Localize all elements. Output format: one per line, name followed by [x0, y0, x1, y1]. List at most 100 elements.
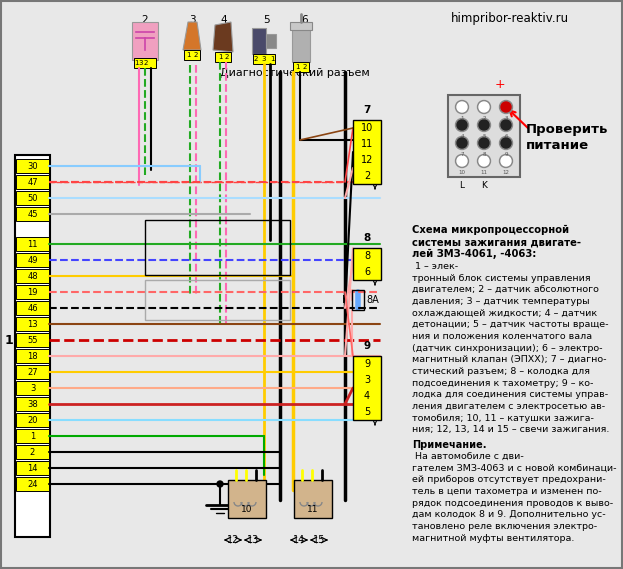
Circle shape	[500, 118, 513, 131]
Text: 45: 45	[27, 209, 38, 218]
Circle shape	[455, 101, 468, 113]
FancyBboxPatch shape	[353, 356, 381, 420]
Text: 12: 12	[227, 535, 239, 545]
FancyBboxPatch shape	[266, 34, 276, 48]
Circle shape	[457, 102, 467, 112]
Text: 1: 1	[30, 431, 35, 440]
FancyBboxPatch shape	[16, 175, 49, 189]
Text: 13: 13	[247, 535, 259, 545]
FancyBboxPatch shape	[292, 26, 310, 62]
FancyBboxPatch shape	[184, 50, 200, 60]
FancyBboxPatch shape	[294, 480, 332, 518]
Text: 12: 12	[361, 155, 373, 165]
Circle shape	[455, 118, 468, 131]
Circle shape	[500, 155, 513, 167]
Circle shape	[477, 118, 490, 131]
Text: 7: 7	[460, 152, 464, 157]
Circle shape	[500, 137, 513, 150]
Text: 10: 10	[241, 505, 253, 514]
FancyBboxPatch shape	[16, 397, 49, 411]
Text: 13: 13	[27, 320, 38, 328]
FancyBboxPatch shape	[16, 159, 49, 173]
Circle shape	[479, 156, 489, 166]
FancyBboxPatch shape	[134, 58, 156, 68]
Text: 1: 1	[4, 333, 13, 347]
Text: 11: 11	[361, 139, 373, 149]
Text: Проверить
питание: Проверить питание	[526, 123, 609, 152]
FancyBboxPatch shape	[16, 317, 49, 331]
Text: системы зажигания двигате-: системы зажигания двигате-	[412, 237, 581, 247]
Text: 8: 8	[364, 251, 370, 261]
FancyBboxPatch shape	[16, 445, 49, 459]
Text: 48: 48	[27, 271, 38, 281]
Text: 38: 38	[27, 399, 38, 409]
Text: 20: 20	[27, 415, 38, 424]
FancyBboxPatch shape	[16, 381, 49, 395]
FancyBboxPatch shape	[448, 95, 520, 177]
Circle shape	[479, 120, 489, 130]
Text: 2: 2	[364, 171, 370, 181]
Text: 4: 4	[364, 391, 370, 401]
Text: K: K	[481, 181, 487, 190]
Text: +: +	[495, 78, 505, 91]
FancyBboxPatch shape	[353, 120, 381, 184]
Text: 46: 46	[27, 303, 38, 312]
Text: 3: 3	[139, 60, 143, 66]
Text: 1: 1	[270, 56, 274, 62]
Circle shape	[457, 156, 467, 166]
FancyBboxPatch shape	[228, 480, 266, 518]
Text: 11: 11	[27, 240, 38, 249]
Text: 30: 30	[27, 162, 38, 171]
FancyBboxPatch shape	[16, 365, 49, 379]
FancyBboxPatch shape	[16, 237, 49, 251]
Text: 1: 1	[460, 116, 464, 121]
Text: 14: 14	[293, 535, 305, 545]
Text: На автомобиле с дви-
гателем ЗМЗ-4063 и с новой комбинаци-
ей приборов отсутству: На автомобиле с дви- гателем ЗМЗ-4063 и …	[412, 452, 617, 543]
Text: Примечание.: Примечание.	[412, 440, 487, 450]
Text: 27: 27	[27, 368, 38, 377]
Text: 55: 55	[27, 336, 38, 344]
Text: 5: 5	[482, 134, 486, 139]
Text: 6: 6	[302, 15, 308, 25]
FancyBboxPatch shape	[16, 333, 49, 347]
FancyBboxPatch shape	[353, 248, 381, 280]
Text: 15: 15	[313, 535, 325, 545]
Text: 3: 3	[189, 15, 196, 25]
FancyBboxPatch shape	[16, 191, 49, 205]
Circle shape	[455, 137, 468, 150]
FancyBboxPatch shape	[16, 461, 49, 475]
FancyBboxPatch shape	[215, 52, 231, 62]
Text: 49: 49	[27, 255, 38, 265]
Circle shape	[477, 155, 490, 167]
Text: 3: 3	[504, 116, 508, 121]
FancyBboxPatch shape	[16, 301, 49, 315]
FancyBboxPatch shape	[290, 22, 312, 30]
Circle shape	[501, 138, 511, 148]
Text: 6: 6	[364, 267, 370, 277]
FancyBboxPatch shape	[16, 429, 49, 443]
Text: 8: 8	[482, 152, 486, 157]
Circle shape	[479, 138, 489, 148]
Text: 3: 3	[262, 56, 266, 62]
Text: 50: 50	[27, 193, 38, 203]
FancyBboxPatch shape	[16, 285, 49, 299]
Text: 9: 9	[363, 341, 371, 351]
Text: 1 – элек-
тронный блок системы управления
двигателем; 2 – датчик абсолютного
дав: 1 – элек- тронный блок системы управлени…	[412, 262, 609, 434]
Text: Диагностический разъем: Диагностический разъем	[220, 68, 370, 78]
Polygon shape	[183, 22, 201, 50]
Text: 11: 11	[480, 170, 488, 175]
Circle shape	[457, 120, 467, 130]
Circle shape	[457, 138, 467, 148]
Text: 2: 2	[141, 15, 148, 25]
Text: 12: 12	[503, 170, 510, 175]
Text: 2: 2	[30, 447, 35, 456]
Text: 9: 9	[364, 359, 370, 369]
Text: 9: 9	[504, 152, 508, 157]
Text: 2: 2	[254, 56, 258, 62]
FancyBboxPatch shape	[16, 207, 49, 221]
Text: L: L	[460, 181, 465, 190]
Text: 1: 1	[186, 52, 190, 58]
FancyBboxPatch shape	[16, 349, 49, 363]
Text: 19: 19	[27, 287, 38, 296]
Text: himpribor-reaktiv.ru: himpribor-reaktiv.ru	[451, 12, 569, 25]
